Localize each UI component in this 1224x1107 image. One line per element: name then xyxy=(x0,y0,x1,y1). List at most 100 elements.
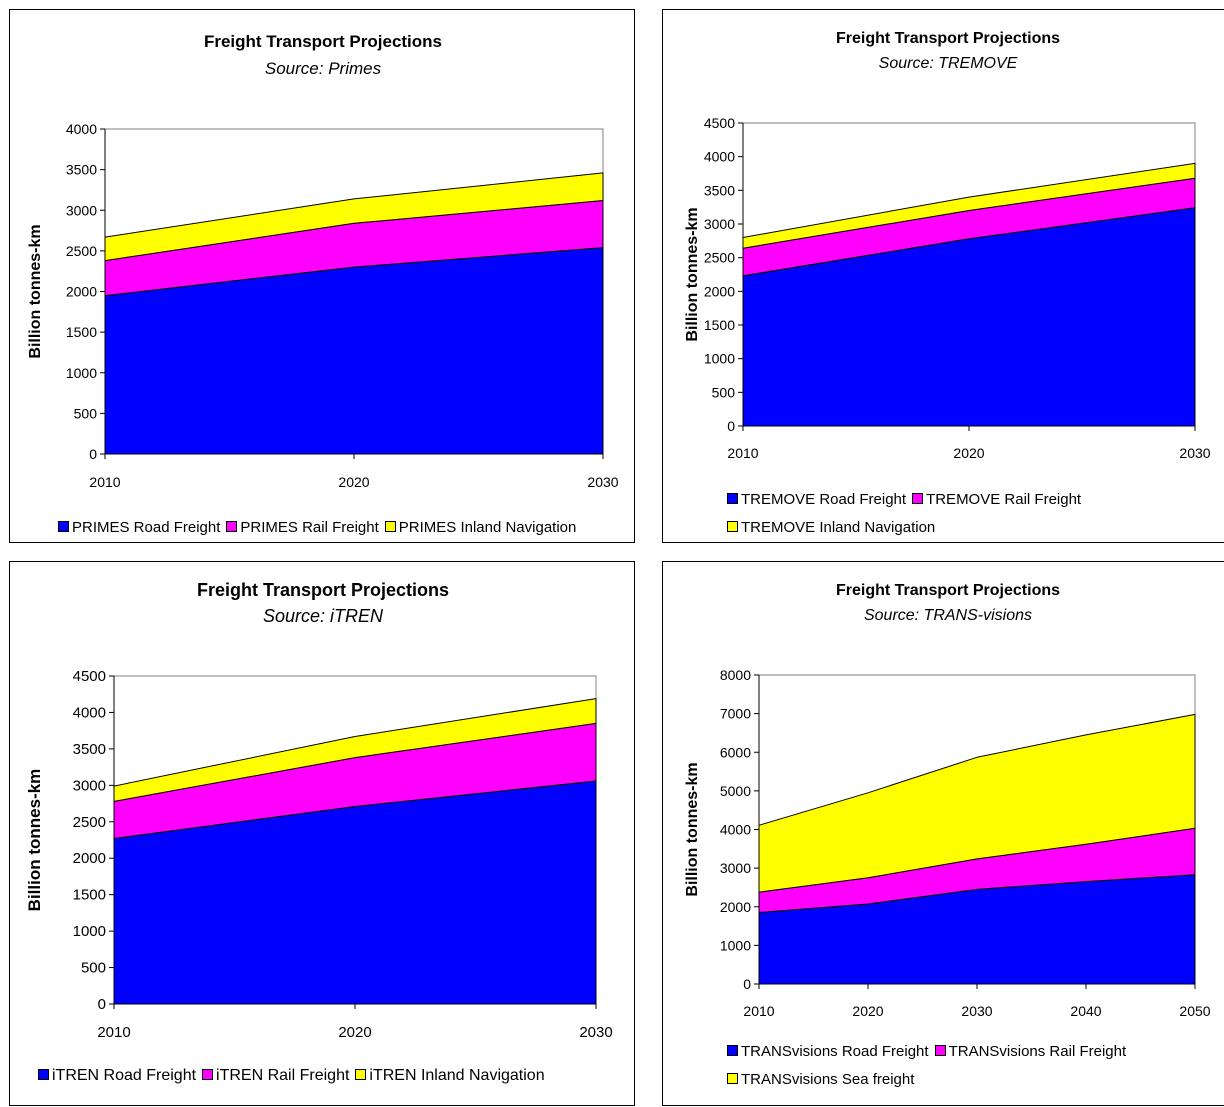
legend-label: TRANSvisions Sea freight xyxy=(741,1071,915,1088)
x-tick-label: 2020 xyxy=(338,1024,371,1041)
legend-swatch xyxy=(934,1045,946,1056)
x-tick-label: 2010 xyxy=(97,1024,130,1041)
y-tick-label: 2500 xyxy=(704,250,735,266)
chart-panel-primes: Freight Transport Projections Source: Pri… xyxy=(9,9,635,543)
legend-swatch xyxy=(912,493,924,504)
x-tick-label: 2010 xyxy=(727,445,758,461)
y-tick-label: 3000 xyxy=(704,216,735,232)
y-tick-label: 0 xyxy=(98,996,106,1013)
x-tick-label: 2040 xyxy=(1070,1003,1101,1019)
legend-item: TREMOVE Inland Navigation xyxy=(727,514,935,542)
x-tick-label: 2030 xyxy=(579,1024,612,1041)
chart-svg: Freight Transport Projections Source: TRA… xyxy=(684,582,1211,1019)
legend-swatch xyxy=(727,493,738,504)
chart-svg: Freight Transport Projections Source: TRE… xyxy=(684,30,1211,461)
legend-item: TRANSvisions Sea freight xyxy=(727,1066,914,1094)
legend-label: TRANSvisions Road Freight xyxy=(741,1043,929,1060)
legend: iTREN Road Freight iTREN Rail Freight iTRE… xyxy=(38,1062,628,1090)
y-tick-label: 1500 xyxy=(704,317,735,333)
y-axis-label: Billion tonnes-km xyxy=(27,224,44,358)
legend-swatch xyxy=(202,1069,214,1080)
y-tick-label: 7000 xyxy=(720,706,751,722)
y-tick-label: 1000 xyxy=(73,923,106,940)
y-tick-label: 0 xyxy=(727,418,735,434)
y-tick-label: 2000 xyxy=(73,850,106,867)
legend-label: PRIMES Rail Freight xyxy=(240,519,379,536)
y-axis-label: Billion tonnes-km xyxy=(684,762,701,896)
y-tick-label: 2000 xyxy=(66,284,97,300)
legend-swatch xyxy=(384,521,396,532)
legend: PRIMES Road Freight PRIMES Rail Freight PR… xyxy=(58,514,618,542)
chart-subtitle: Source: TREMOVE xyxy=(879,55,1018,72)
chart-title: Freight Transport Projections xyxy=(197,580,449,600)
x-tick-label: 2020 xyxy=(953,445,984,461)
legend-item: PRIMES Rail Freight xyxy=(226,514,379,542)
legend-item: iTREN Rail Freight xyxy=(202,1062,349,1090)
y-tick-label: 500 xyxy=(81,960,106,977)
legend-swatch xyxy=(727,521,738,532)
chart-panel-itren: Freight Transport Projections Source: iTR… xyxy=(9,561,635,1106)
y-tick-label: 3000 xyxy=(73,777,106,794)
legend: TRANSvisions Road Freight TRANSvisions Ra… xyxy=(727,1038,1177,1094)
area-series-3 xyxy=(758,713,1196,893)
y-tick-label: 1000 xyxy=(704,351,735,367)
y-tick-label: 2500 xyxy=(66,243,97,259)
y-tick-label: 3500 xyxy=(73,741,106,758)
legend-item: PRIMES Road Freight xyxy=(58,514,220,542)
legend-label: PRIMES Inland Navigation xyxy=(398,519,577,536)
legend-swatch xyxy=(38,1069,49,1080)
y-tick-label: 4000 xyxy=(73,704,106,721)
x-tick-label: 2030 xyxy=(1179,445,1210,461)
y-tick-label: 1500 xyxy=(73,887,106,904)
y-tick-label: 1000 xyxy=(66,365,97,381)
chart-panel-tremove: Freight Transport Projections Source: TRE… xyxy=(662,9,1224,543)
x-tick-label: 2010 xyxy=(89,474,120,490)
legend-item: TREMOVE Rail Freight xyxy=(912,486,1081,514)
y-tick-label: 2000 xyxy=(720,899,751,915)
y-tick-label: 2500 xyxy=(73,814,106,831)
legend-label: TREMOVE Rail Freight xyxy=(926,491,1082,508)
legend-swatch xyxy=(226,521,238,532)
legend-label: PRIMES Road Freight xyxy=(72,519,221,536)
chart-svg: Freight Transport Projections Source: Pri… xyxy=(27,32,619,490)
chart-subtitle: Source: iTREN xyxy=(263,606,384,626)
y-tick-label: 0 xyxy=(89,446,97,462)
y-tick-label: 1500 xyxy=(66,324,97,340)
y-tick-label: 4500 xyxy=(73,668,106,685)
x-tick-label: 2020 xyxy=(338,474,369,490)
y-tick-label: 4500 xyxy=(704,115,735,131)
chart-panel-transvisions: Freight Transport Projections Source: TRA… xyxy=(662,561,1224,1106)
chart-title: Freight Transport Projections xyxy=(836,30,1060,47)
x-tick-label: 2020 xyxy=(852,1003,883,1019)
legend-label: TREMOVE Road Freight xyxy=(741,491,907,508)
chart-title: Freight Transport Projections xyxy=(204,32,442,51)
y-tick-label: 3500 xyxy=(66,162,97,178)
legend: TREMOVE Road Freight TREMOVE Rail Freight… xyxy=(727,486,1147,542)
x-tick-label: 2010 xyxy=(743,1003,774,1019)
y-tick-label: 500 xyxy=(74,405,98,421)
chart-title: Freight Transport Projections xyxy=(836,582,1060,599)
legend-swatch xyxy=(727,1045,738,1056)
y-tick-label: 2000 xyxy=(704,283,735,299)
x-tick-label: 2050 xyxy=(1179,1003,1210,1019)
x-tick-label: 2030 xyxy=(587,474,618,490)
x-tick-label: 2030 xyxy=(961,1003,992,1019)
chart-subtitle: Source: Primes xyxy=(265,59,382,78)
legend-item: iTREN Inland Navigation xyxy=(355,1062,545,1090)
y-tick-label: 1000 xyxy=(720,937,751,953)
legend-label: iTREN Road Freight xyxy=(52,1067,197,1084)
y-tick-label: 6000 xyxy=(720,744,751,760)
legend-label: iTREN Rail Freight xyxy=(216,1067,350,1084)
legend-swatch xyxy=(58,521,69,532)
y-tick-label: 5000 xyxy=(720,783,751,799)
legend-label: TRANSvisions Rail Freight xyxy=(948,1043,1127,1060)
y-axis-label: Billion tonnes-km xyxy=(25,769,44,912)
y-tick-label: 4000 xyxy=(720,822,751,838)
y-tick-label: 3000 xyxy=(66,202,97,218)
legend-label: TREMOVE Inland Navigation xyxy=(741,519,936,536)
y-tick-label: 4000 xyxy=(704,149,735,165)
y-tick-label: 0 xyxy=(743,976,751,992)
legend-item: TRANSvisions Rail Freight xyxy=(934,1038,1127,1066)
y-tick-label: 8000 xyxy=(720,667,751,683)
legend-item: PRIMES Inland Navigation xyxy=(384,514,577,542)
